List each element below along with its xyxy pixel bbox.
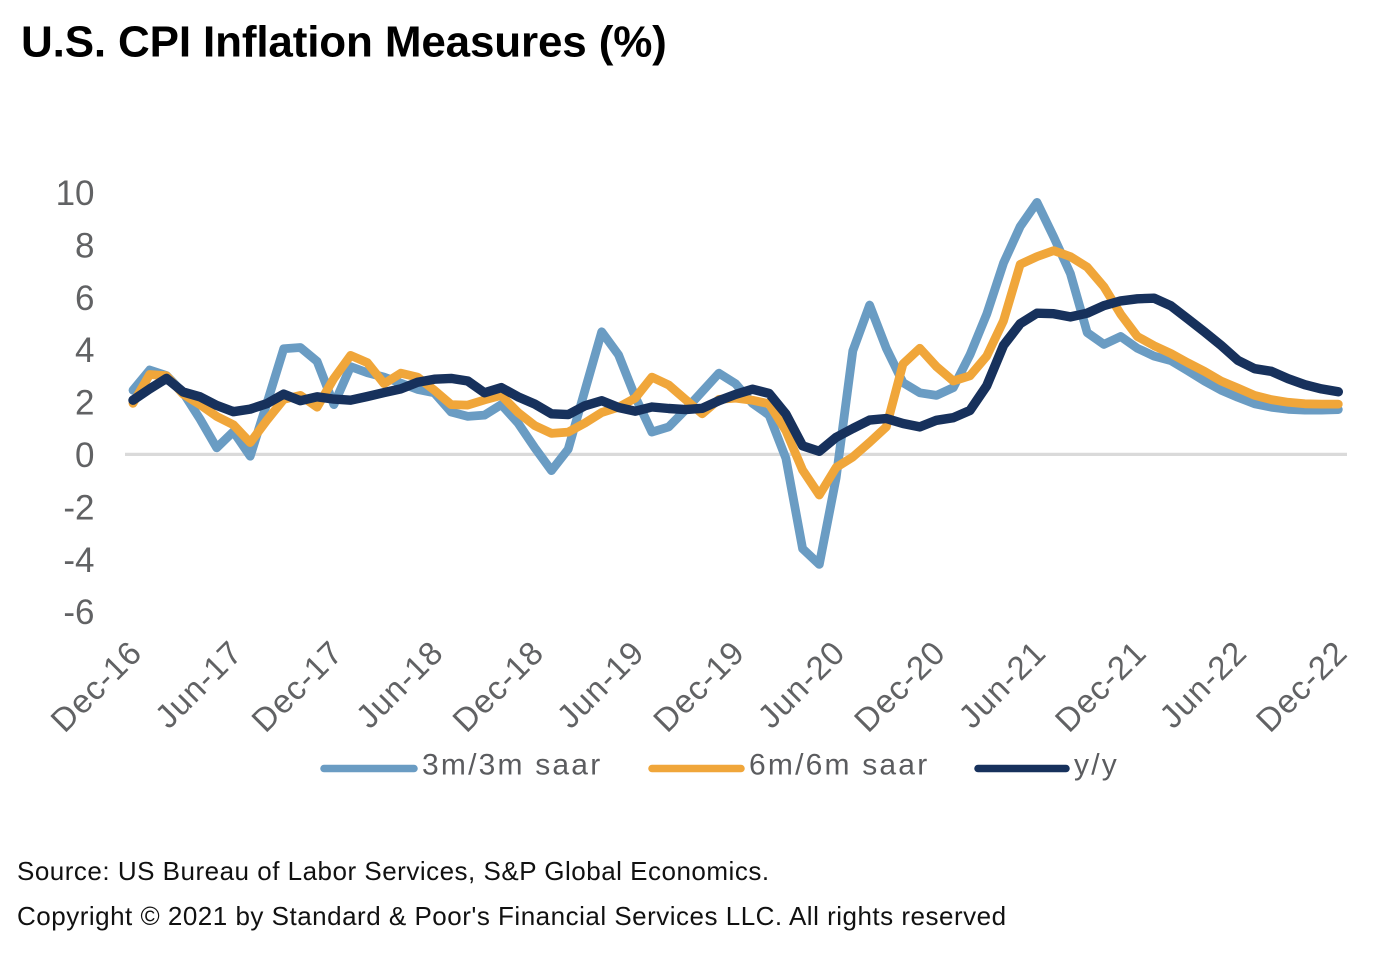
svg-text:6: 6 bbox=[75, 279, 94, 318]
svg-text:Copyright © 2021 by Standard &: Copyright © 2021 by Standard & Poor's Fi… bbox=[17, 901, 1007, 931]
svg-text:3m/3m saar: 3m/3m saar bbox=[422, 749, 602, 782]
svg-text:10: 10 bbox=[56, 174, 95, 213]
svg-text:U.S. CPI Inflation Measures (%: U.S. CPI Inflation Measures (%) bbox=[21, 18, 667, 67]
svg-text:2: 2 bbox=[75, 384, 94, 423]
svg-text:-6: -6 bbox=[63, 593, 94, 632]
svg-text:0: 0 bbox=[75, 436, 94, 475]
svg-text:-2: -2 bbox=[63, 488, 94, 527]
svg-text:4: 4 bbox=[75, 331, 94, 370]
svg-text:Source: US Bureau of Labor Ser: Source: US Bureau of Labor Services, S&P… bbox=[17, 856, 770, 886]
svg-text:-4: -4 bbox=[63, 541, 94, 580]
svg-text:8: 8 bbox=[75, 226, 94, 265]
svg-text:y/y: y/y bbox=[1074, 749, 1119, 782]
svg-text:6m/6m saar: 6m/6m saar bbox=[749, 749, 929, 782]
